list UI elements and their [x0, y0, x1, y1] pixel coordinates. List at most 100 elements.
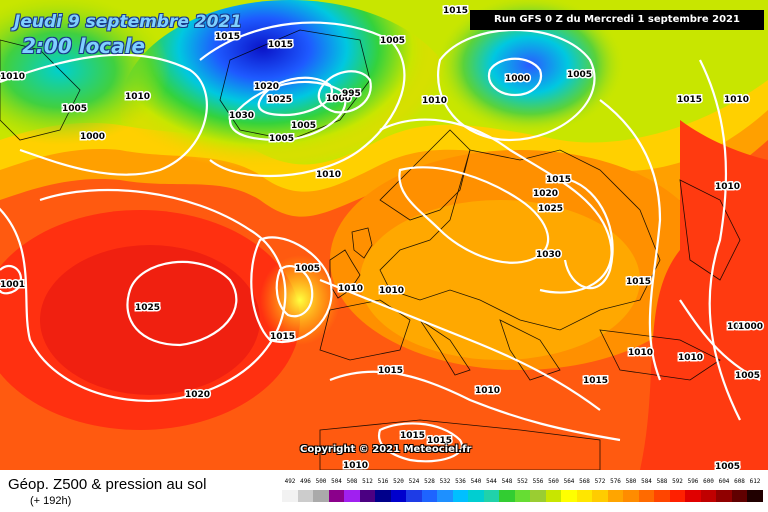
- isobar-label: 1005: [62, 104, 87, 114]
- scale-swatch: [359, 490, 375, 502]
- variable-title: Géop. Z500 & pression au sol: [8, 476, 207, 493]
- isobar-label: 1015: [268, 40, 293, 50]
- isobar-label: 1020: [185, 390, 210, 400]
- scale-swatch: [623, 490, 639, 502]
- scale-label: 492: [284, 478, 296, 485]
- scale-label: 612: [749, 478, 761, 485]
- isobar-label: 1010: [628, 348, 653, 358]
- scale-label: 556: [532, 478, 544, 485]
- scale-label: 580: [625, 478, 637, 485]
- isobar-label: 1020: [254, 82, 279, 92]
- forecast-time: 2:00 locale: [22, 34, 146, 58]
- isobar-label: 1005: [735, 371, 760, 381]
- isobar-label: 1010: [422, 96, 447, 106]
- isobar-label: 1005: [291, 121, 316, 131]
- scale-label: 560: [548, 478, 559, 485]
- scale-swatch: [669, 490, 685, 502]
- scale-swatch: [328, 490, 344, 502]
- isobar-label: 1015: [427, 436, 452, 446]
- scale-swatch: [313, 490, 329, 502]
- scale-swatch: [638, 490, 654, 502]
- isobar-labels: 1015 1015 1010 1005 1005 1005 1010 1000 …: [0, 5, 765, 471]
- isobar-label: 1005: [295, 264, 320, 274]
- scale-swatch: [282, 490, 298, 502]
- scale-label: 516: [377, 478, 389, 485]
- forecast-date: Jeudi 9 septembre 2021: [14, 12, 243, 32]
- scale-label: 500: [315, 478, 327, 485]
- isobar-label: 1015: [270, 332, 295, 342]
- isobar-label: 1015: [546, 175, 571, 185]
- scale-swatch: [545, 490, 561, 502]
- isobar-label: 1000: [505, 74, 530, 84]
- isobar-label: 1030: [536, 250, 561, 260]
- isobar-label: 1025: [538, 204, 563, 214]
- scale-label: 592: [672, 478, 683, 485]
- isobar-label: 1015: [215, 32, 240, 42]
- scale-swatch: [530, 490, 546, 502]
- isobar-label: 1015: [626, 277, 651, 287]
- isobar-label: 1000: [80, 132, 105, 142]
- scale-swatch: [576, 490, 592, 502]
- isobar-label: 1010: [715, 182, 740, 192]
- scale-swatch: [452, 490, 468, 502]
- scale-label: 540: [470, 478, 482, 485]
- isobar-label: 1000: [326, 94, 351, 104]
- scale-swatch: [483, 490, 499, 502]
- scale-label: 548: [501, 478, 513, 485]
- scale-label: 532: [439, 478, 451, 485]
- scale-label: 604: [718, 478, 730, 485]
- weather-map: 1015 1015 1010 1005 1005 1005 1010 1000 …: [0, 0, 768, 470]
- scale-label: 536: [455, 478, 466, 485]
- scale-swatch: [592, 490, 608, 502]
- scale-swatch: [499, 490, 515, 502]
- scale-swatch: [685, 490, 701, 502]
- isobar-label: 1030: [229, 111, 254, 121]
- isobar-label: 1010: [475, 386, 500, 396]
- isobar-label: 1005: [567, 70, 592, 80]
- isobar-label: 1010: [338, 284, 363, 294]
- isobar-label: 1010: [0, 72, 25, 82]
- scale-label: 524: [408, 478, 420, 485]
- scale-swatch: [731, 490, 747, 502]
- scale-swatch: [654, 490, 670, 502]
- scale-label: 600: [703, 478, 714, 485]
- isobar-label: 1000: [738, 322, 763, 332]
- geopotential-field: 1015 1015 1010 1005 1005 1005 1010 1000 …: [0, 0, 768, 470]
- scale-label: 584: [641, 478, 652, 485]
- run-banner: Run GFS 0 Z du Mercredi 1 septembre 2021: [470, 10, 764, 30]
- isobar-label: 1015: [443, 6, 468, 16]
- isobar-label: 1025: [267, 95, 292, 105]
- scale-swatch: [468, 490, 484, 502]
- scale-swatch: [561, 490, 577, 502]
- scale-label: 572: [594, 478, 606, 485]
- scale-label: 552: [517, 478, 528, 485]
- scale-swatch: [607, 490, 623, 502]
- isobar-label: 1005: [380, 36, 405, 46]
- isobar-label: 1010: [724, 95, 749, 105]
- isobar-label: 1005: [715, 462, 740, 470]
- scale-label: 504: [331, 478, 342, 485]
- isobar-label: 1005: [269, 134, 294, 144]
- scale-swatch: [421, 490, 437, 502]
- scale-label: 596: [687, 478, 699, 485]
- scale-label: 528: [424, 478, 435, 485]
- scale-swatch: [716, 490, 732, 502]
- coastlines: [0, 29, 741, 470]
- isobar-label: 1010: [343, 461, 368, 470]
- scale-label: 588: [656, 478, 668, 485]
- isobar-label: 1020: [533, 189, 558, 199]
- isobar-label: 1015: [400, 431, 425, 441]
- isobar-label: 1015: [378, 366, 403, 376]
- scale-label: 576: [610, 478, 621, 485]
- scale-swatch: [344, 490, 360, 502]
- scale-label: 520: [393, 478, 404, 485]
- scale-swatch: [747, 490, 763, 502]
- scale-label: 568: [579, 478, 590, 485]
- isobar-label: 1025: [135, 303, 160, 313]
- scale-label: 508: [346, 478, 358, 485]
- isobar-label: 1010: [727, 322, 752, 332]
- scale-swatch: [390, 490, 406, 502]
- isobar-label: 1015: [583, 376, 608, 386]
- scale-swatch: [514, 490, 530, 502]
- scale-swatch: [406, 490, 422, 502]
